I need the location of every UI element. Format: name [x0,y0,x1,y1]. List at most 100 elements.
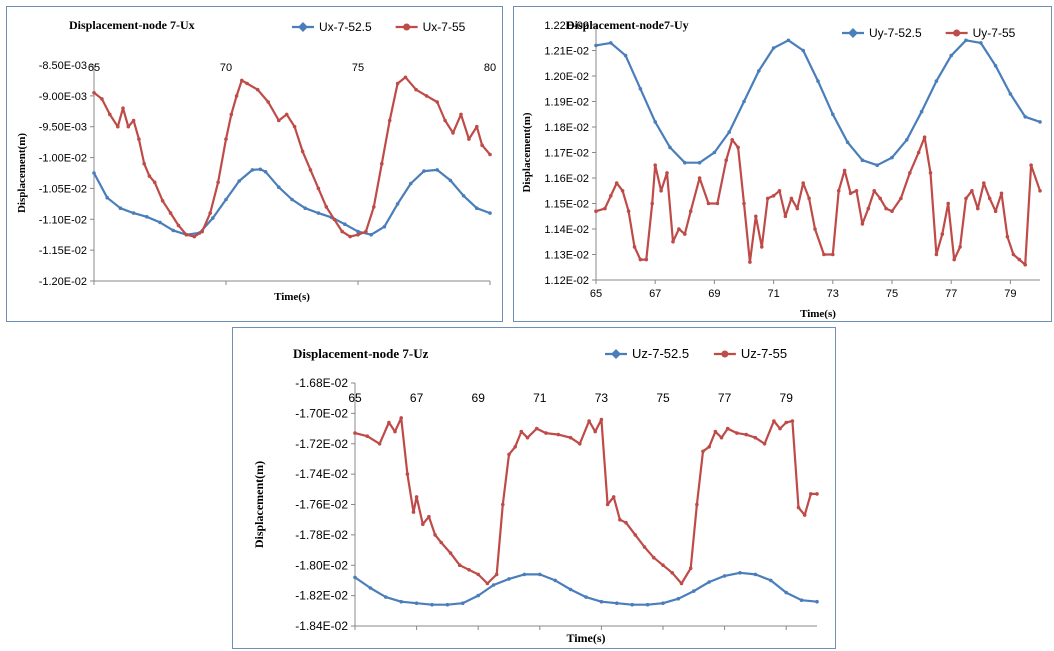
data-point [695,502,699,507]
data-point [332,217,337,222]
y-tick-label: -9.50E-03 [39,122,87,134]
data-point [677,227,681,231]
data-point [697,176,702,180]
data-point [200,229,204,234]
series-line [93,76,491,238]
data-point [831,112,835,117]
data-point [799,598,804,602]
data-point [365,434,370,438]
x-tick-label: 79 [1004,288,1016,300]
data-point [387,118,392,123]
data-point [916,150,921,155]
data-point [292,124,297,129]
series-2 [594,135,1042,267]
data-point [976,206,980,211]
data-point [822,252,826,257]
data-point [229,112,234,117]
axes: 1.22E-02 1.21E-02 1.20E-02 1.19E-02 1.18E-02… [544,20,1040,300]
data-point [771,194,776,198]
data-point [593,429,597,434]
data-point [878,196,882,201]
x-tick-label: 65 [590,288,602,300]
series-line [93,168,491,236]
x-tick-label: 70 [220,62,232,74]
data-point [488,211,492,215]
data-point [584,595,588,599]
data-point [725,426,730,431]
data-point [987,196,992,201]
data-point [1011,252,1016,257]
data-point [422,169,426,173]
data-point [854,189,859,193]
y-tick-label: -1.00E-02 [39,153,87,165]
data-point [118,206,123,210]
data-point [934,252,939,257]
data-point [993,209,998,213]
data-point [970,189,974,193]
data-point [789,196,794,201]
data-point [343,222,347,226]
data-point [772,419,776,423]
data-point [433,533,437,537]
data-point [784,590,788,595]
chart-panel-uy: 1.22E-02 1.21E-02 1.20E-02 1.19E-02 1.18E-02… [513,6,1052,322]
data-point [801,48,805,53]
data-point [605,502,610,507]
chart-ux: -8.50E-03 -9.00E-03 -9.50E-03 -1.00E-02 -1.0… [16,18,496,303]
data-point [1023,262,1027,267]
data-point [633,533,638,537]
data-point [216,180,220,185]
data-point [609,41,613,45]
data-point [316,211,321,215]
data-point [409,181,413,186]
x-tick-label: 65 [348,391,362,405]
data-point [427,514,431,519]
y-axis-label: Displacement(m) [16,133,28,213]
x-tick-label: 77 [718,391,732,405]
y-tick-label: -9.00E-03 [39,91,87,103]
y-tick-label: -1.82E-02 [295,589,348,603]
chart-uz: -1.68E-02 -1.70E-02 -1.72E-02 -1.74E-02 -1.7… [252,346,819,645]
data-point [715,201,720,206]
data-point [424,94,429,98]
data-point [176,223,181,228]
chart-panel-ux: -8.50E-03 -9.00E-03 -9.50E-03 -1.00E-02 -1.0… [6,6,503,322]
data-point [659,189,663,193]
series-line [595,136,1042,266]
series-2 [353,416,819,586]
data-point [777,189,782,193]
data-point [395,81,400,86]
data-point [753,435,758,440]
data-point [742,99,746,104]
data-point [405,472,410,476]
data-point [234,94,239,98]
data-point [679,581,684,586]
data-point [467,568,471,572]
data-point [284,112,289,117]
data-point [653,163,657,167]
data-point [445,602,450,607]
data-point [448,178,453,183]
legend: Ux-7-52.5 Ux-7-55 [292,20,466,34]
data-point [738,571,742,575]
data-point [258,167,263,172]
data-point [277,185,281,189]
data-point [488,152,492,157]
legend-marker [403,23,411,31]
x-axis-label: Time(s) [274,291,310,303]
data-point [624,520,628,525]
data-point [724,158,728,162]
data-point [928,171,933,175]
data-point [816,79,820,83]
data-point [507,577,511,581]
data-point [399,416,403,420]
y-tick-label: 1.21E-02 [544,46,589,58]
chart-panel-uz: -1.68E-02 -1.70E-02 -1.72E-02 -1.74E-02 -1.7… [232,327,836,649]
legend-label: Uy-7-52.5 [869,26,922,40]
data-point [644,257,649,262]
data-point [790,419,795,423]
data-point [934,79,939,83]
data-point [393,429,397,434]
y-tick-label: -1.70E-02 [295,406,348,420]
data-point [439,540,443,545]
